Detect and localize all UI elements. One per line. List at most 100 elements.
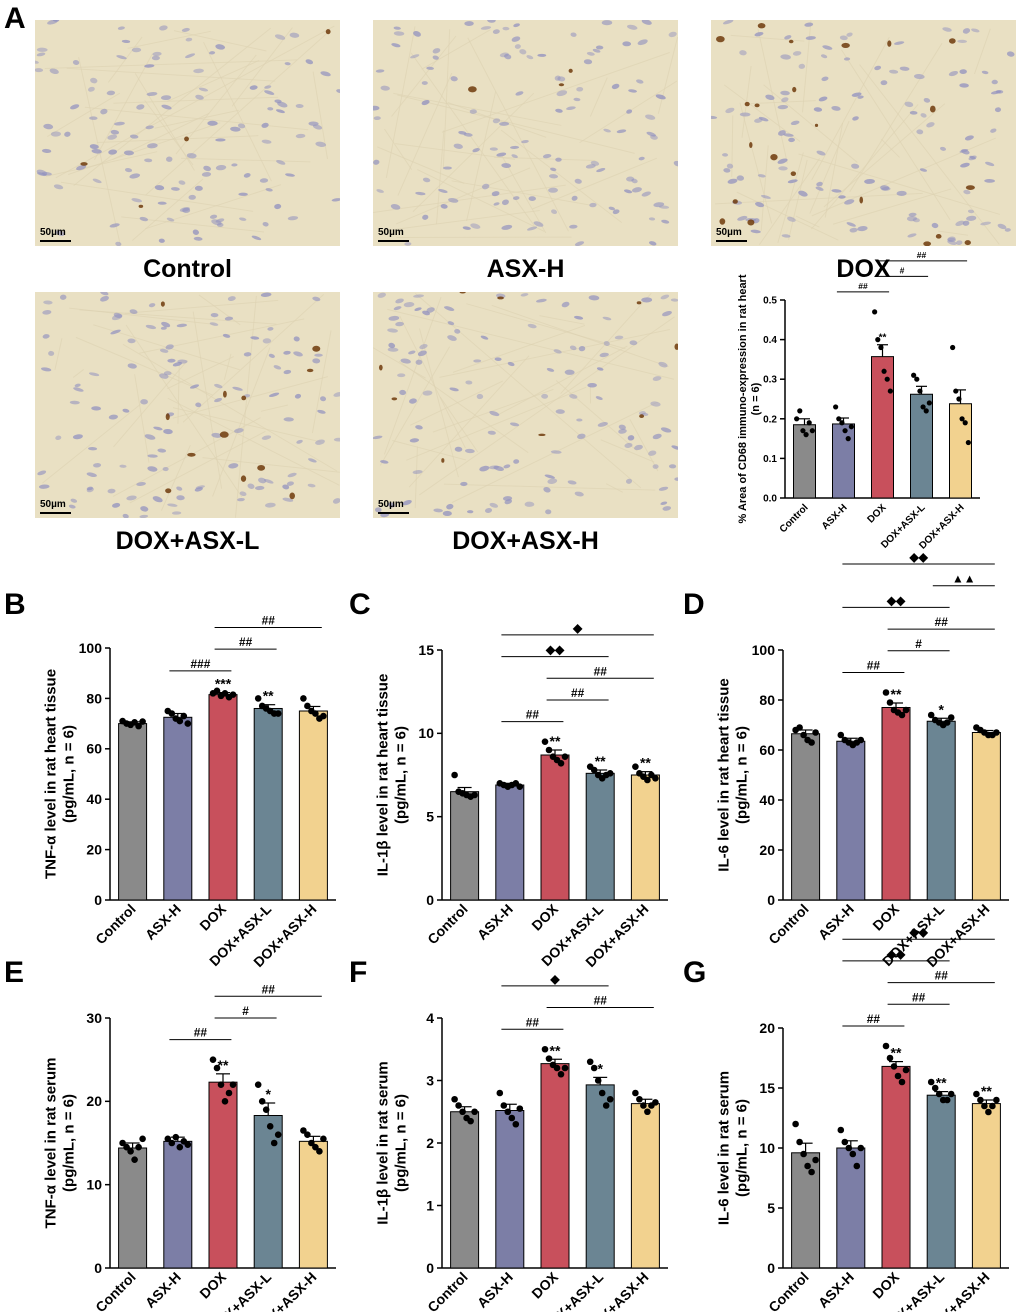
comparison-label: ## xyxy=(526,708,540,722)
data-point xyxy=(471,791,478,799)
bar-control xyxy=(450,1111,480,1269)
y-axis-label: IL-1β level in rat heart tissue xyxy=(375,674,392,877)
data-point xyxy=(316,1148,323,1155)
y-axis-label: (pg/mL, n = 6) xyxy=(393,1094,410,1192)
bar-control xyxy=(791,733,821,901)
significance-stars: * xyxy=(597,1060,603,1076)
bar-dox xyxy=(208,1081,238,1269)
significance-stars: ** xyxy=(640,755,651,771)
data-point xyxy=(274,1131,282,1138)
comparison-label: ## xyxy=(917,250,927,260)
data-point xyxy=(796,1138,803,1146)
panel-letter-f: F xyxy=(349,956,368,989)
data-point xyxy=(312,1143,319,1151)
bar-control xyxy=(450,791,480,901)
data-point xyxy=(300,1127,307,1134)
chart-panel-e: 0 10 20 30 TNF-α level in rat serum (pg/mL, n… xyxy=(30,980,350,1312)
bar-dox xyxy=(881,707,911,901)
data-point xyxy=(561,753,569,760)
significance-stars: ** xyxy=(550,1042,561,1058)
data-point xyxy=(993,1096,1000,1104)
data-point xyxy=(304,1131,311,1138)
bar-dox xyxy=(871,356,894,499)
data-point xyxy=(886,699,894,706)
data-point xyxy=(312,710,319,717)
data-point xyxy=(545,1055,553,1062)
x-tick-label: DOX xyxy=(869,1268,902,1301)
scale-bar xyxy=(716,240,747,242)
chart-panel-c: 0 5 10 15 IL-1β level in rat heart tissue (pg… xyxy=(370,610,690,970)
data-point xyxy=(837,1126,845,1134)
panel-letter-c: C xyxy=(349,588,371,621)
x-tick-label: DOX xyxy=(196,900,229,933)
comparison-label: ## xyxy=(194,1026,208,1040)
data-point xyxy=(590,766,598,774)
data-point xyxy=(902,1066,910,1074)
data-point xyxy=(809,428,815,434)
comparison-label: ## xyxy=(858,281,868,291)
x-tick-label: ASX-H xyxy=(474,901,516,943)
micrograph-label-control: Control xyxy=(143,255,232,283)
micrograph-label-dox-asx-l: DOX+ASX-L xyxy=(115,527,260,555)
data-point xyxy=(796,724,803,731)
data-point xyxy=(508,1114,516,1122)
y-tick-label: 3 xyxy=(426,1072,434,1088)
significance-stars: * xyxy=(265,1086,271,1102)
y-tick-label: 20 xyxy=(86,842,102,858)
data-point xyxy=(923,408,929,414)
data-point xyxy=(839,420,845,426)
panel-letter-a: A xyxy=(4,2,26,35)
comparison-label: ## xyxy=(935,615,949,629)
data-point xyxy=(927,1078,935,1086)
y-tick-label: 30 xyxy=(86,1010,102,1026)
panel-letter-b: B xyxy=(4,588,26,621)
data-point xyxy=(881,368,887,374)
comparison-label: ## xyxy=(262,982,276,996)
data-point xyxy=(981,1102,988,1110)
comparison-label: # xyxy=(242,1004,249,1018)
significance-stars: ** xyxy=(595,753,606,769)
data-point xyxy=(541,738,549,745)
bar-control xyxy=(791,1152,821,1269)
scale-bar xyxy=(40,240,71,242)
data-point xyxy=(812,1156,819,1164)
y-axis-label: IL-6 level in rat serum xyxy=(716,1071,733,1225)
micrograph-asx-h: 50µm xyxy=(373,20,678,246)
y-tick-label: 20 xyxy=(759,1020,775,1036)
data-point xyxy=(459,1108,466,1116)
y-tick-label: 10 xyxy=(418,725,434,741)
data-point xyxy=(320,712,327,720)
bar-dox xyxy=(540,754,570,901)
comparison-label: ◆ xyxy=(572,621,583,635)
data-point xyxy=(943,1096,951,1104)
data-point xyxy=(812,729,819,736)
data-point xyxy=(258,1098,266,1105)
data-point xyxy=(931,1084,939,1092)
x-tick-label: ASX-H xyxy=(142,901,184,943)
data-point xyxy=(221,1098,229,1105)
comparison-label: ## xyxy=(262,613,276,627)
data-point xyxy=(947,1090,955,1098)
significance-stars: ** xyxy=(879,333,887,344)
data-point xyxy=(917,388,923,394)
bar-dox-asx-l xyxy=(585,772,615,901)
micrograph-dox-asx-l: 50µm xyxy=(35,292,340,518)
x-tick-label: ASX-H xyxy=(142,1269,184,1311)
data-point xyxy=(451,771,458,779)
y-tick-label: 0 xyxy=(426,892,434,908)
scale-bar xyxy=(40,512,71,514)
data-point xyxy=(848,424,854,430)
comparison-label: ◆◆ xyxy=(908,550,928,564)
y-axis-label: (pg/mL, n = 6) xyxy=(61,725,78,823)
bar-asx-h xyxy=(836,740,866,901)
chart-f-svg: 0 1 2 3 4 IL-1β level in rat serum (pg/mL, n =… xyxy=(375,972,668,1312)
micrograph-dox-asx-h: 50µm xyxy=(373,292,678,518)
bar-dox-asx-l xyxy=(585,1084,615,1269)
data-point xyxy=(320,1135,327,1143)
x-tick-label: ASX-H xyxy=(815,901,857,943)
bar-asx-h xyxy=(832,423,855,499)
data-point xyxy=(927,711,935,719)
data-point xyxy=(804,1162,811,1170)
data-point xyxy=(504,1108,512,1116)
data-point xyxy=(808,739,815,746)
